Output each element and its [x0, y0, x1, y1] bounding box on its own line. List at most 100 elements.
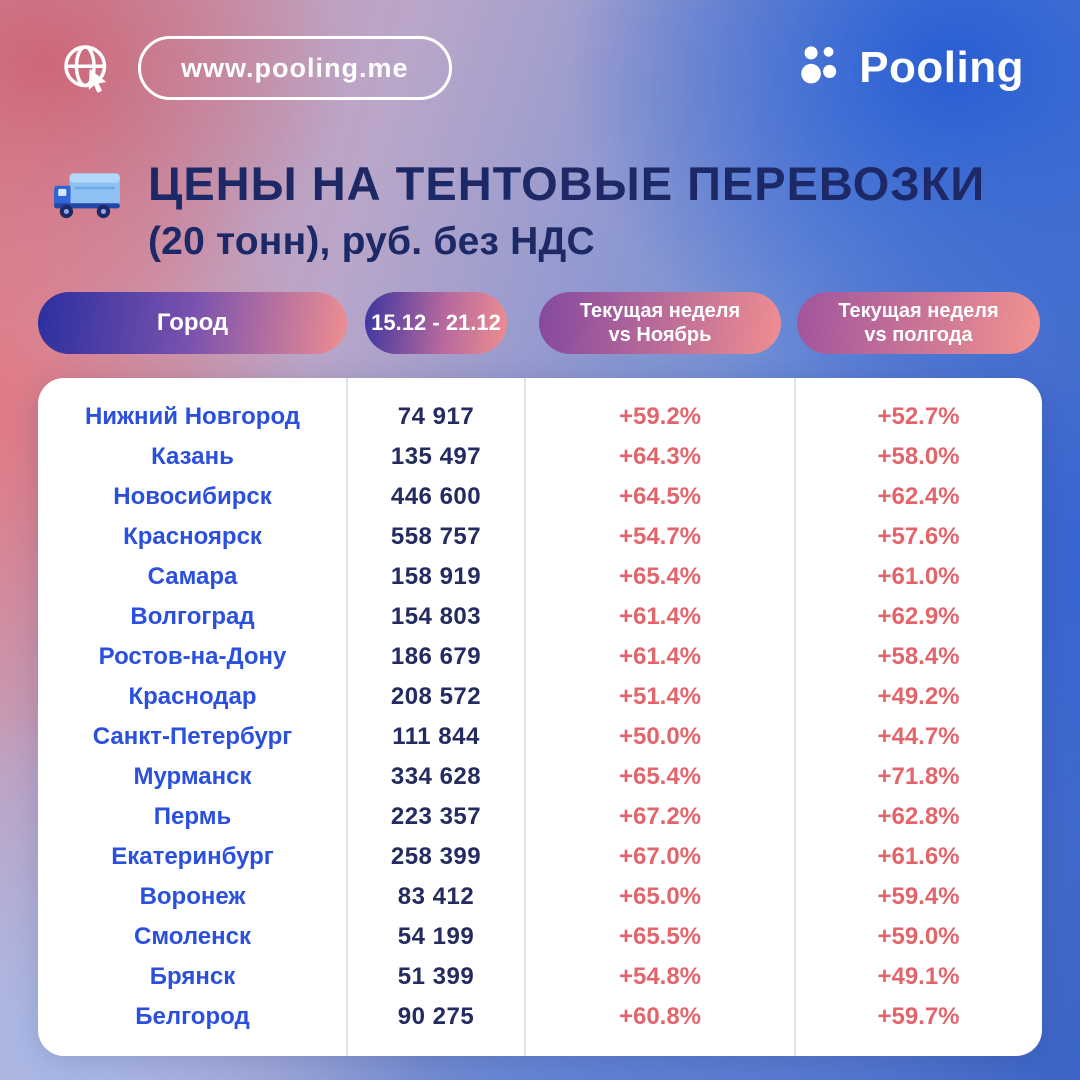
price-cell: 74 917: [397, 403, 475, 430]
city-cell: Мурманск: [133, 763, 252, 790]
table-row: Волгоград 154 803 +61.4% +62.9%: [38, 597, 1042, 637]
vs-half-year-cell: +49.2%: [877, 683, 960, 710]
column-header-vs-half-year: Текущая неделя vs полгода: [797, 292, 1040, 354]
city-cell: Брянск: [149, 963, 236, 990]
vs-november-cell: +65.5%: [618, 923, 702, 950]
column-header-vs-half-year-label-2: vs полгода: [864, 324, 973, 346]
column-divider: [794, 378, 796, 1056]
vs-november-cell: +65.0%: [618, 883, 702, 910]
column-headers: Город 15.12 - 21.12 Текущая неделя vs Но…: [38, 292, 1042, 354]
city-cell: Новосибирск: [113, 483, 272, 510]
table-row: Екатеринбург 258 399 +67.0% +61.6%: [38, 837, 1042, 877]
pooling-logo: Pooling: [798, 42, 1024, 95]
city-cell: Самара: [147, 563, 238, 590]
vs-half-year-cell: +58.0%: [877, 443, 960, 470]
column-header-date-label: 15.12 - 21.12: [371, 310, 501, 335]
table-row: Нижний Новгород 74 917 +59.2% +52.7%: [38, 397, 1042, 437]
price-cell: 334 628: [390, 763, 482, 790]
table-row: Смоленск 54 199 +65.5% +59.0%: [38, 917, 1042, 957]
vs-november-cell: +50.0%: [618, 723, 702, 750]
vs-half-year-cell: +61.0%: [877, 563, 960, 590]
table-body: Нижний Новгород 74 917 +59.2% +52.7% Казань 1…: [38, 378, 1042, 1056]
vs-november-cell: +54.8%: [618, 963, 702, 990]
vs-november-cell: +64.3%: [618, 443, 702, 470]
pooling-logo-text: Pooling: [859, 43, 1024, 92]
vs-half-year-cell: +58.4%: [877, 643, 960, 670]
price-cell: 90 275: [397, 1003, 475, 1030]
table-row: Казань 135 497 +64.3% +58.0%: [38, 437, 1042, 477]
column-header-vs-november-label: Текущая неделя: [579, 300, 741, 322]
table-row: Мурманск 334 628 +65.4% +71.8%: [38, 757, 1042, 797]
vs-november-cell: +61.4%: [618, 603, 702, 630]
price-cell: 208 572: [390, 683, 482, 710]
price-cell: 158 919: [390, 563, 482, 590]
city-cell: Нижний Новгород: [84, 403, 301, 430]
table-row: Красноярск 558 757 +54.7% +57.6%: [38, 517, 1042, 557]
table-card: Нижний Новгород 74 917 +59.2% +52.7% Казань 1…: [38, 378, 1042, 1056]
price-cell: 186 679: [390, 643, 482, 670]
vs-half-year-cell: +44.7%: [877, 723, 960, 750]
vs-november-cell: +54.7%: [618, 523, 702, 550]
price-cell: 446 600: [390, 483, 482, 510]
vs-half-year-cell: +59.7%: [877, 1003, 960, 1030]
table-row: Брянск 51 399 +54.8% +49.1%: [38, 957, 1042, 997]
globe-icon: [58, 39, 116, 97]
vs-half-year-cell: +52.7%: [877, 403, 960, 430]
pooling-logo-icon: [798, 42, 846, 95]
title-text: ЦЕНЫ НА ТЕНТОВЫЕ ПЕРЕВОЗКИ (20 тонн), ру…: [148, 157, 986, 264]
vs-half-year-cell: +61.6%: [877, 843, 960, 870]
vs-half-year-cell: +62.4%: [877, 483, 960, 510]
price-cell: 154 803: [390, 603, 482, 630]
url-text: www.pooling.me: [181, 52, 409, 83]
column-divider: [524, 378, 526, 1056]
table-row: Самара 158 919 +65.4% +61.0%: [38, 557, 1042, 597]
city-cell: Белгород: [135, 1003, 250, 1030]
vs-half-year-cell: +62.8%: [877, 803, 960, 830]
vs-november-cell: +67.2%: [618, 803, 702, 830]
price-cell: 558 757: [390, 523, 482, 550]
city-cell: Красноярск: [123, 523, 262, 550]
price-cell: 51 399: [397, 963, 475, 990]
price-cell: 258 399: [390, 843, 482, 870]
vs-november-cell: +51.4%: [618, 683, 702, 710]
column-header-city: Город: [38, 292, 347, 354]
table-row: Краснодар 208 572 +51.4% +49.2%: [38, 677, 1042, 717]
vs-half-year-cell: +49.1%: [877, 963, 960, 990]
vs-november-cell: +65.4%: [618, 563, 702, 590]
vs-november-cell: +64.5%: [618, 483, 702, 510]
table-row: Пермь 223 357 +67.2% +62.8%: [38, 797, 1042, 837]
vs-half-year-cell: +62.9%: [877, 603, 960, 630]
vs-november-cell: +59.2%: [618, 403, 702, 430]
city-cell: Ростов-на-Дону: [98, 643, 287, 670]
title: ЦЕНЫ НА ТЕНТОВЫЕ ПЕРЕВОЗКИ (20 тонн), ру…: [52, 157, 1050, 264]
table-row: Новосибирск 446 600 +64.5% +62.4%: [38, 477, 1042, 517]
price-cell: 135 497: [390, 443, 482, 470]
column-header-city-label: Город: [156, 309, 229, 336]
column-header-vs-november-label-2: vs Ноябрь: [608, 324, 712, 346]
column-header-date-range: 15.12 - 21.12: [365, 292, 507, 354]
price-cell: 83 412: [397, 883, 475, 910]
column-header-vs-november: Текущая неделя vs Ноябрь: [539, 292, 781, 354]
title-line-1: ЦЕНЫ НА ТЕНТОВЫЕ ПЕРЕВОЗКИ: [148, 157, 986, 210]
table-row: Санкт-Петербург 111 844 +50.0% +44.7%: [38, 717, 1042, 757]
city-cell: Краснодар: [128, 683, 257, 710]
vs-half-year-cell: +71.8%: [877, 763, 960, 790]
table-row: Ростов-на-Дону 186 679 +61.4% +58.4%: [38, 637, 1042, 677]
city-cell: Екатеринбург: [111, 843, 274, 870]
truck-icon: [52, 166, 124, 229]
url-pill[interactable]: www.pooling.me: [138, 36, 452, 100]
header-left: www.pooling.me: [58, 36, 452, 100]
price-cell: 223 357: [390, 803, 482, 830]
vs-november-cell: +60.8%: [618, 1003, 702, 1030]
vs-november-cell: +67.0%: [618, 843, 702, 870]
header: www.pooling.me Pooling: [58, 36, 1024, 100]
city-cell: Санкт-Петербург: [92, 723, 293, 750]
vs-half-year-cell: +59.0%: [877, 923, 960, 950]
vs-november-cell: +65.4%: [618, 763, 702, 790]
city-cell: Волгоград: [130, 603, 255, 630]
city-cell: Смоленск: [134, 923, 251, 950]
column-divider: [346, 378, 348, 1056]
table-row: Белгород 90 275 +60.8% +59.7%: [38, 997, 1042, 1037]
city-cell: Воронеж: [139, 883, 246, 910]
vs-half-year-cell: +57.6%: [877, 523, 960, 550]
